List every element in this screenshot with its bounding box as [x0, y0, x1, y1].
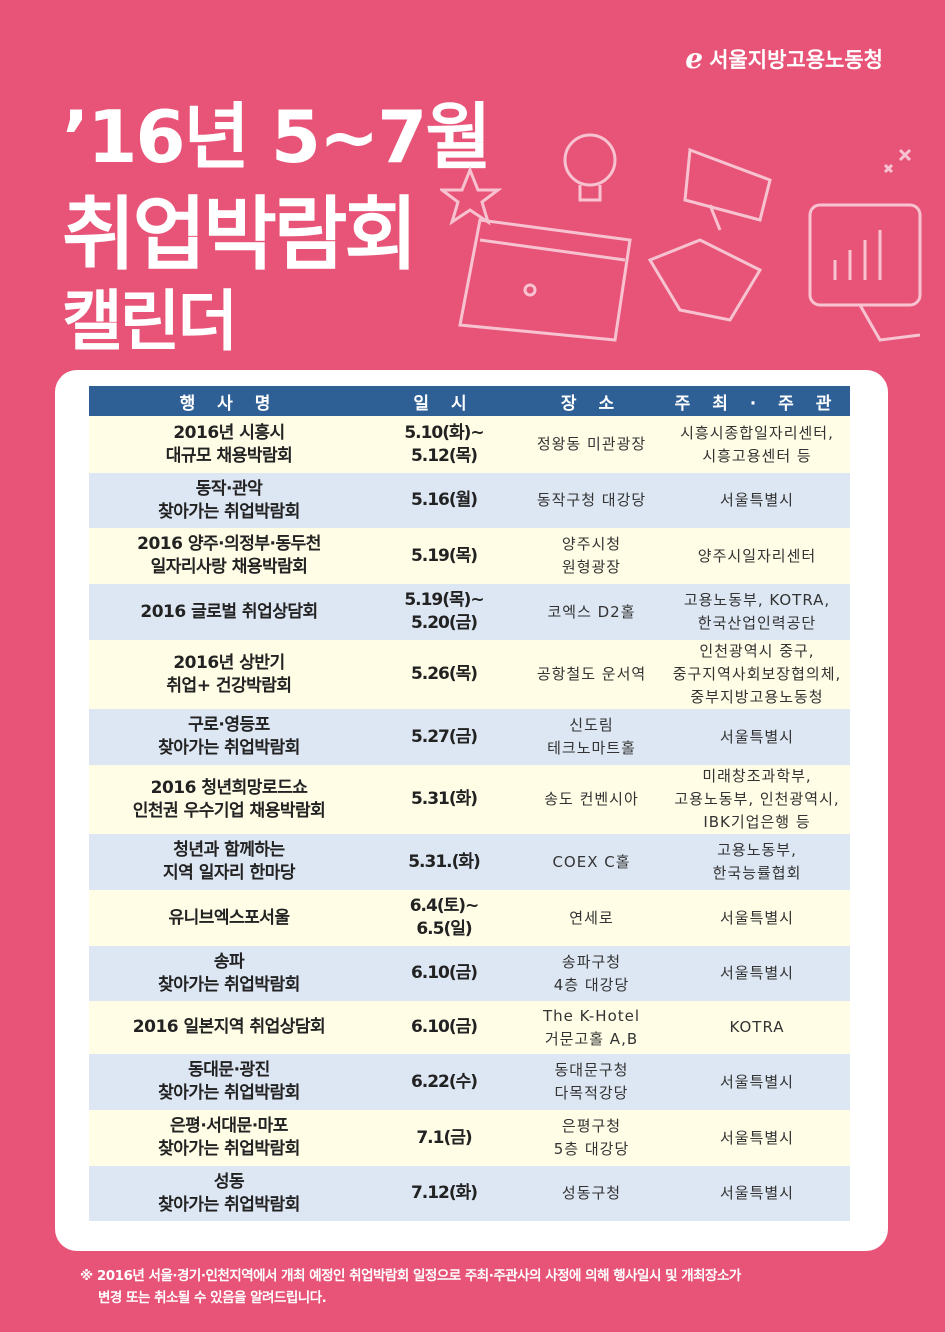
table-row: 동대문·광진 찾아가는 취업박람회 6.22(수) 동대문구청 다목적강당 서울특별시: [89, 1054, 850, 1110]
event-name: 2016년 상반기 취업+ 건강박람회: [89, 640, 369, 709]
table-row: 2016년 상반기 취업+ 건강박람회 5.26(목) 공항철도 운서역 인천광역시 …: [89, 640, 850, 709]
event-name: 유니브엑스포서울: [89, 890, 369, 946]
event-date: 6.10(금): [369, 946, 519, 1001]
event-date: 5.10(화)~ 5.12(목): [369, 416, 519, 473]
footer-note: ※ 2016년 서울·경기·인천지역에서 개최 예정인 취업박람회 일정으로 주…: [80, 1265, 741, 1309]
event-name: 2016 일본지역 취업상담회: [89, 1001, 369, 1054]
table-row: 2016 청년희망로드쇼 인천권 우수기업 채용박람회 5.31(화) 송도 컨벤시…: [89, 765, 850, 834]
title-line-2: 취업박람회: [62, 188, 418, 281]
event-place: 양주시청 원형광장: [519, 528, 664, 584]
event-host: 고용노동부, KOTRA, 한국산업인력공단: [664, 584, 850, 640]
event-name: 송파 찾아가는 취업박람회: [89, 946, 369, 1001]
ministry-logo: e 서울지방고용노동청: [685, 42, 883, 75]
event-date: 5.31.(화): [369, 834, 519, 890]
sparkle-icon: [883, 148, 912, 174]
event-place: The K-Hotel 거문고홀 A,B: [519, 1001, 664, 1054]
table-row: 송파 찾아가는 취업박람회 6.10(금) 송파구청 4층 대강당 서울특별시: [89, 946, 850, 1001]
event-place: 송파구청 4층 대강당: [519, 946, 664, 1001]
event-date: 6.22(수): [369, 1054, 519, 1110]
event-place: 동대문구청 다목적강당: [519, 1054, 664, 1110]
note-line-2: 변경 또는 취소될 수 있음을 알려드립니다.: [98, 1290, 327, 1306]
event-host: 서울특별시: [664, 890, 850, 946]
event-place: 공항철도 운서역: [519, 640, 664, 709]
logo-e-icon: e: [685, 42, 704, 75]
col-header-place: 장 소: [519, 386, 664, 416]
event-place: 정왕동 미관광장: [519, 416, 664, 473]
event-name: 청년과 함께하는 지역 일자리 한마당: [89, 834, 369, 890]
event-place: 동작구청 대강당: [519, 473, 664, 528]
event-date: 6.10(금): [369, 1001, 519, 1054]
col-header-date: 일 시: [369, 386, 519, 416]
event-date: 5.19(목)~ 5.20(금): [369, 584, 519, 640]
event-date: 5.26(목): [369, 640, 519, 709]
table-row: 동작·관악 찾아가는 취업박람회 5.16(월) 동작구청 대강당 서울특별시: [89, 473, 850, 528]
table-row: 구로·영등포 찾아가는 취업박람회 5.27(금) 신도림 테크노마트홀 서울특별시: [89, 709, 850, 765]
logo-text: 서울지방고용노동청: [709, 47, 883, 72]
title-line-3: 캘린더: [62, 283, 238, 360]
event-date: 5.31(화): [369, 765, 519, 834]
event-host: 서울특별시: [664, 709, 850, 765]
event-name: 2016년 시흥시 대규모 채용박람회: [89, 416, 369, 473]
event-name: 성동 찾아가는 취업박람회: [89, 1166, 369, 1221]
event-date: 7.1(금): [369, 1110, 519, 1166]
table-row: 2016년 시흥시 대규모 채용박람회 5.10(화)~ 5.12(목) 정왕동 미…: [89, 416, 850, 473]
event-host: 시흥시종합일자리센터, 시흥고용센터 등: [664, 416, 850, 473]
monitor-chart-icon: [808, 203, 922, 342]
event-host: 서울특별시: [664, 1110, 850, 1166]
table-header: 행 사 명 일 시 장 소 주 최 · 주 관: [89, 386, 850, 416]
event-place: 성동구청: [519, 1166, 664, 1221]
star-icon: [440, 165, 503, 226]
event-host: 서울특별시: [664, 473, 850, 528]
calendar-icon: [458, 218, 632, 342]
event-host: 서울특별시: [664, 1166, 850, 1221]
event-place: 신도림 테크노마트홀: [519, 709, 664, 765]
event-host: 서울특별시: [664, 1054, 850, 1110]
table-row: 성동 찾아가는 취업박람회 7.12(화) 성동구청 서울특별시: [89, 1166, 850, 1221]
lightbulb-icon: [563, 133, 617, 202]
event-name: 동대문·광진 찾아가는 취업박람회: [89, 1054, 369, 1110]
event-name: 은평·서대문·마포 찾아가는 취업박람회: [89, 1110, 369, 1166]
illustration-icons: [440, 133, 922, 342]
handshake-icon: [647, 238, 763, 322]
note-line-1: ※ 2016년 서울·경기·인천지역에서 개최 예정인 취업박람회 일정으로 주…: [80, 1268, 741, 1284]
event-name: 2016 청년희망로드쇼 인천권 우수기업 채용박람회: [89, 765, 369, 834]
event-place: 송도 컨벤시아: [519, 765, 664, 834]
event-date: 5.27(금): [369, 709, 519, 765]
event-date: 5.16(월): [369, 473, 519, 528]
event-host: 인천광역시 중구, 중구지역사회보장협의체, 중부지방고용노동청: [664, 640, 850, 709]
event-host: 서울특별시: [664, 946, 850, 1001]
table-row: 유니브엑스포서울 6.4(토)~ 6.5(일) 연세로 서울특별시: [89, 890, 850, 946]
event-date: 7.12(화): [369, 1166, 519, 1221]
event-host: 양주시일자리센터: [664, 528, 850, 584]
megaphone-icon: [683, 147, 772, 231]
event-place: COEX C홀: [519, 834, 664, 890]
event-name: 2016 양주·의정부·동두천 일자리사랑 채용박람회: [89, 528, 369, 584]
title-line-1: ’16년 5~7월: [62, 95, 492, 179]
table-row: 청년과 함께하는 지역 일자리 한마당 5.31.(화) COEX C홀 고용노동부,…: [89, 834, 850, 890]
event-host: KOTRA: [664, 1001, 850, 1054]
table-row: 2016 일본지역 취업상담회 6.10(금) The K-Hotel 거문고홀 A…: [89, 1001, 850, 1054]
table-row: 2016 글로벌 취업상담회 5.19(목)~ 5.20(금) 코엑스 D2홀 고용노…: [89, 584, 850, 640]
event-place: 은평구청 5층 대강당: [519, 1110, 664, 1166]
col-header-host: 주 최 · 주 관: [664, 386, 850, 416]
event-name: 동작·관악 찾아가는 취업박람회: [89, 473, 369, 528]
event-host: 미래창조과학부, 고용노동부, 인천광역시, IBK기업은행 등: [664, 765, 850, 834]
table-row: 2016 양주·의정부·동두천 일자리사랑 채용박람회 5.19(목) 양주시청 원…: [89, 528, 850, 584]
table-row: 은평·서대문·마포 찾아가는 취업박람회 7.1(금) 은평구청 5층 대강당 서울특…: [89, 1110, 850, 1166]
job-fair-table: 행 사 명 일 시 장 소 주 최 · 주 관 2016년 시흥시 대규모 채용…: [89, 386, 850, 1221]
event-name: 2016 글로벌 취업상담회: [89, 584, 369, 640]
event-host: 고용노동부, 한국능률협회: [664, 834, 850, 890]
event-name: 구로·영등포 찾아가는 취업박람회: [89, 709, 369, 765]
event-date: 6.4(토)~ 6.5(일): [369, 890, 519, 946]
event-place: 연세로: [519, 890, 664, 946]
event-date: 5.19(목): [369, 528, 519, 584]
event-place: 코엑스 D2홀: [519, 584, 664, 640]
col-header-name: 행 사 명: [89, 386, 369, 416]
